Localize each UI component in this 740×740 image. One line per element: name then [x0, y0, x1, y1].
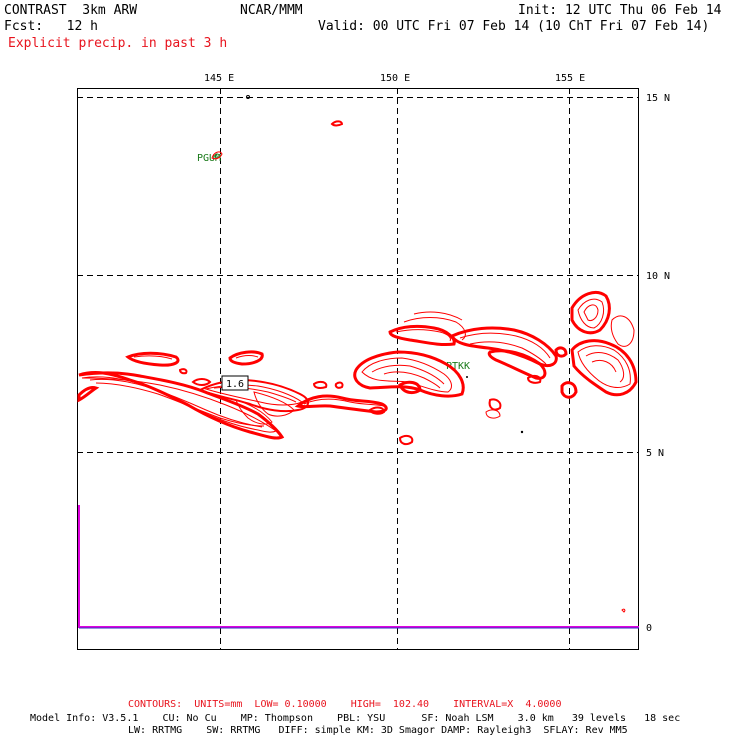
graticule [77, 88, 639, 649]
lon-label-155: 155 E [555, 73, 585, 84]
map-frame [77, 88, 639, 650]
contour-label-box [221, 375, 249, 391]
model-info-line2: LW: RRTMG SW: RRTMG DIFF: simple KM: 3D … [128, 725, 628, 736]
init-time: Init: 12 UTC Thu 06 Feb 14 [518, 3, 722, 18]
station-label-ptkk: PTKK [446, 361, 470, 372]
lon-label-145: 145 E [204, 73, 234, 84]
island-marker-north [246, 95, 250, 99]
model-info-line1: Model Info: V3.5.1 CU: No Cu MP: Thompso… [30, 713, 681, 724]
center-title: NCAR/MMM [240, 3, 303, 18]
valid-time: Valid: 00 UTC Fri 07 Feb 14 (10 ChT Fri … [318, 19, 710, 34]
station-label-pgum: PGUM [197, 153, 221, 164]
precip-contours [77, 120, 638, 613]
island-dot [520, 430, 524, 434]
lat-label-0: 0 [646, 623, 652, 634]
field-title: Explicit precip. in past 3 h [8, 36, 228, 51]
lat-label-15: 15 N [646, 93, 670, 104]
station-marker-ptkk [466, 376, 468, 378]
model-title: CONTRAST 3km ARW [4, 3, 138, 18]
contour-label: 1.6 [226, 379, 244, 390]
forecast-hour: Fcst: 12 h [4, 19, 98, 34]
lon-label-150: 150 E [380, 73, 410, 84]
lat-label-5: 5 N [646, 448, 664, 459]
lat-label-10: 10 N [646, 271, 670, 282]
magenta-trace [78, 505, 639, 628]
contours-info: CONTOURS: UNITS=mm LOW= 0.10000 HIGH= 10… [128, 699, 562, 710]
